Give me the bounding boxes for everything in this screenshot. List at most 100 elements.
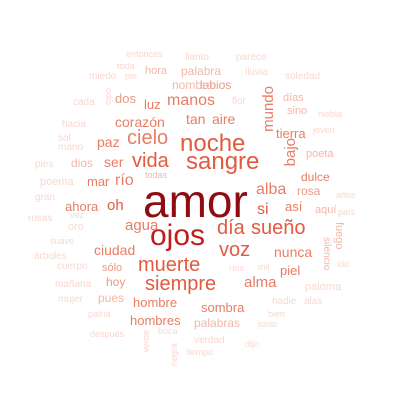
word-sino: sino	[287, 105, 308, 117]
word-ser: ser	[104, 154, 124, 170]
word-piel: piel	[280, 263, 301, 278]
word-alas: alas	[304, 296, 323, 307]
word-pies: pies	[35, 159, 54, 170]
word-tiempo: tiempo	[186, 347, 214, 357]
word-fuego: fuego	[333, 222, 345, 250]
word-boca: negra	[169, 343, 179, 367]
word-nunca: nunca	[274, 244, 313, 260]
word-siempre: siempre	[145, 273, 217, 295]
word-mundo: mundo	[260, 86, 277, 132]
word-sol: sol	[58, 133, 71, 144]
word-oro: oro	[68, 221, 84, 233]
word-bien: bien	[268, 309, 286, 319]
word-rosa: rosa	[297, 184, 321, 198]
word-dijo: dijo	[245, 339, 260, 349]
word-entonces: entonces	[126, 49, 163, 59]
word-ido: ido	[337, 259, 350, 269]
word-miedo: miedo	[89, 71, 117, 82]
word-hacia: hacia	[62, 119, 86, 130]
word-paz: paz	[97, 134, 120, 150]
word-sombra: sombra	[201, 300, 245, 315]
word-mil: mil	[258, 262, 270, 272]
word-ciudad: ciudad	[94, 242, 136, 258]
word-manana: mañana	[55, 279, 92, 290]
word-dios: dios	[71, 156, 94, 170]
word-mar: mar	[87, 174, 110, 189]
word-cielo: cielo	[127, 127, 169, 149]
word-pues: pues	[98, 291, 125, 305]
word-niebla: niebla	[318, 109, 343, 119]
word-alma: alma	[244, 274, 277, 291]
word-sueno: sueño	[251, 217, 306, 239]
word-rios: ríos	[229, 263, 245, 273]
word-corazon: corazón	[115, 114, 165, 130]
word-verde: verde	[141, 330, 151, 353]
word-mano: mano	[58, 142, 84, 153]
word-hora: hora	[145, 65, 168, 77]
word-silencio: silencio	[321, 237, 332, 271]
word-joven: joven	[313, 125, 335, 135]
word-junio: junio	[258, 319, 278, 329]
word-llanto: llanto	[185, 52, 209, 63]
word-todas: todas	[145, 170, 168, 180]
word-gran: gran	[35, 192, 56, 203]
word-nombre: nombre	[172, 78, 213, 92]
word-luz: luz	[144, 97, 161, 112]
word-dia: día	[217, 217, 245, 239]
word-solo: sólo	[102, 262, 123, 274]
word-manos: manos	[167, 92, 216, 109]
word-lluvia: lluvia	[245, 67, 268, 78]
word-patria: patria	[88, 309, 111, 319]
word-sangre: sangre	[186, 148, 260, 175]
word-despues: después	[90, 329, 125, 339]
word-dos: dos	[115, 91, 136, 106]
word-alba: alba	[256, 181, 287, 198]
word-odio: odio	[104, 88, 114, 106]
word-aire: aire	[212, 111, 236, 127]
word-muerte: muerte	[138, 254, 201, 276]
word-bajo: bajo	[282, 138, 299, 167]
word-si: si	[257, 201, 269, 218]
word-nadie: nadie	[272, 296, 297, 307]
word-poema: poema	[40, 176, 74, 188]
word-dulce: dulce	[301, 170, 330, 184]
word-tierra: tierra	[276, 126, 306, 141]
word-rio: río	[115, 172, 134, 189]
word-suave: suave	[50, 236, 75, 246]
word-cuerpo: cuerpo	[57, 261, 88, 272]
word-pie: pie	[125, 71, 138, 81]
word-labios: labios	[200, 78, 232, 92]
word-parece: parece	[236, 52, 267, 63]
word-dias: días	[283, 92, 304, 104]
word-rosas: rosas	[28, 213, 53, 224]
word-voz: voz	[219, 239, 251, 261]
word-asi: así	[285, 199, 303, 214]
word-pais: país	[338, 207, 356, 217]
word-poeta: poeta	[306, 148, 334, 160]
word-paloma: paloma	[305, 281, 342, 293]
word-anos: años	[336, 190, 356, 200]
word-arboles: árboles	[34, 251, 67, 262]
word-agua: agua	[125, 217, 159, 234]
word-cada: cada	[73, 97, 95, 108]
word-hoy: hoy	[106, 275, 126, 289]
word-vez: vez	[70, 210, 85, 220]
word-mujer: mujer	[58, 294, 84, 305]
word-aqui: aquí	[315, 204, 337, 216]
word-hombres: hombres	[130, 313, 181, 328]
word-verdad: verdad	[194, 335, 225, 346]
word-soledad: soledad	[285, 71, 321, 82]
word-amor: amor	[143, 175, 248, 227]
word-palabra: palabra	[181, 64, 222, 78]
word-toda: toda	[117, 61, 135, 71]
word-noche: noche	[180, 130, 246, 157]
word-oh: oh	[107, 197, 124, 214]
word-negra: boca	[158, 326, 178, 336]
word-ojos: ojos	[150, 219, 206, 252]
word-hombre: hombre	[133, 295, 178, 310]
word-ahora: ahora	[65, 199, 99, 214]
word-flor: flor	[232, 96, 246, 107]
word-palabras: palabras	[194, 316, 241, 330]
word-tan: tan	[186, 111, 206, 127]
